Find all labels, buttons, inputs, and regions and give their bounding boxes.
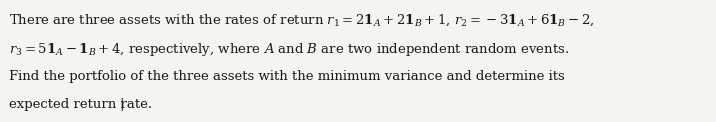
Text: Find the portfolio of the three assets with the minimum variance and determine i: Find the portfolio of the three assets w… xyxy=(9,70,564,83)
Text: |: | xyxy=(120,98,124,111)
Text: $r_3 = 5\mathbf{1}_A - \mathbf{1}_B+4$, respectively, where $A$ and $B$ are two : $r_3 = 5\mathbf{1}_A - \mathbf{1}_B+4$, … xyxy=(9,41,569,58)
Text: expected return rate.: expected return rate. xyxy=(9,98,152,111)
Text: There are three assets with the rates of return $r_1 = 2\mathbf{1}_A+2\mathbf{1}: There are three assets with the rates of… xyxy=(9,12,594,28)
